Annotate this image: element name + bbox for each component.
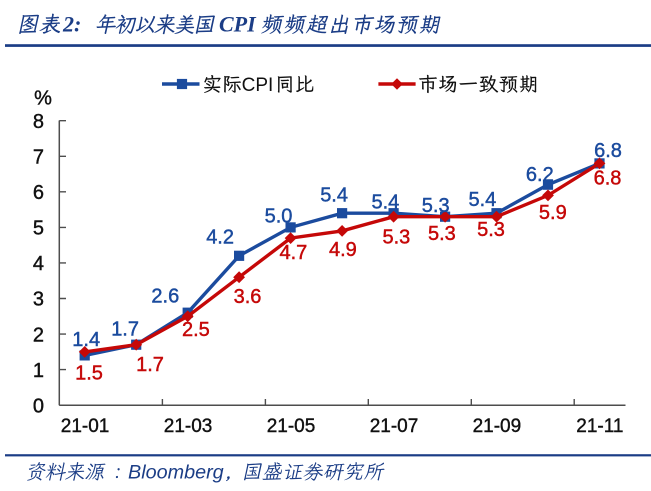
svg-text:5: 5 bbox=[33, 218, 44, 240]
svg-text:1.4: 1.4 bbox=[72, 329, 100, 351]
svg-text:6.8: 6.8 bbox=[594, 167, 622, 189]
svg-text:21-07: 21-07 bbox=[370, 416, 419, 437]
svg-text:2:: 2: bbox=[62, 12, 81, 37]
svg-text:21-09: 21-09 bbox=[473, 416, 522, 437]
svg-text:6.2: 6.2 bbox=[526, 164, 554, 186]
svg-text:8: 8 bbox=[33, 111, 44, 133]
svg-text:5.3: 5.3 bbox=[477, 219, 505, 241]
svg-text:5.9: 5.9 bbox=[539, 202, 567, 224]
svg-text:5.4: 5.4 bbox=[468, 189, 496, 211]
svg-text:3: 3 bbox=[33, 289, 44, 311]
svg-text:5.3: 5.3 bbox=[428, 223, 456, 245]
svg-text:1.7: 1.7 bbox=[111, 318, 139, 340]
svg-text:5.3: 5.3 bbox=[382, 226, 410, 248]
svg-text:21-03: 21-03 bbox=[164, 416, 213, 437]
svg-text:2.6: 2.6 bbox=[151, 286, 179, 308]
svg-text:0: 0 bbox=[33, 395, 44, 417]
svg-text:5.4: 5.4 bbox=[371, 191, 399, 213]
svg-text:2: 2 bbox=[33, 324, 44, 346]
svg-text:4: 4 bbox=[33, 253, 44, 275]
svg-text:7: 7 bbox=[33, 147, 44, 169]
svg-text:1.5: 1.5 bbox=[75, 362, 103, 384]
svg-text:1: 1 bbox=[33, 360, 44, 382]
svg-text:6: 6 bbox=[33, 182, 44, 204]
svg-text:CPI: CPI bbox=[219, 12, 257, 37]
svg-text:3.6: 3.6 bbox=[234, 286, 262, 308]
svg-text:CPI: CPI bbox=[242, 75, 274, 96]
svg-text:5.3: 5.3 bbox=[422, 195, 450, 217]
svg-text:4.7: 4.7 bbox=[279, 242, 307, 264]
svg-text:1.7: 1.7 bbox=[136, 354, 164, 376]
svg-text:21-11: 21-11 bbox=[576, 416, 623, 437]
svg-text:21-01: 21-01 bbox=[61, 416, 110, 437]
svg-text:2.5: 2.5 bbox=[182, 319, 210, 341]
svg-text:Bloomberg: Bloomberg bbox=[128, 462, 224, 484]
svg-text:5.4: 5.4 bbox=[320, 184, 348, 206]
svg-text:%: % bbox=[34, 87, 52, 109]
svg-text:6.8: 6.8 bbox=[594, 140, 622, 162]
svg-text:4.9: 4.9 bbox=[329, 239, 357, 261]
svg-text:5.0: 5.0 bbox=[265, 205, 293, 227]
svg-text:4.2: 4.2 bbox=[206, 227, 234, 249]
svg-text:21-05: 21-05 bbox=[267, 416, 316, 437]
